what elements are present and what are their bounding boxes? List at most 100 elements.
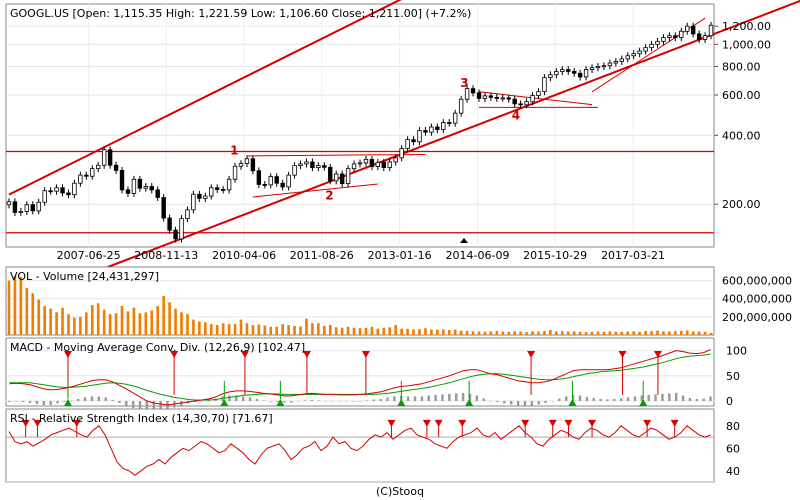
macd-histogram-bar — [248, 397, 252, 401]
volume-bar — [90, 305, 94, 335]
macd-histogram-bar — [351, 400, 355, 402]
macd-histogram-bar — [633, 396, 637, 401]
volume-bar — [465, 330, 469, 335]
macd-histogram-bar — [276, 400, 279, 402]
macd-histogram-bar — [640, 395, 644, 401]
candle-body — [238, 163, 244, 167]
candle-body — [696, 33, 702, 40]
macd-histogram-bar — [606, 399, 609, 401]
macd-histogram-bar — [104, 397, 107, 401]
candle-body — [179, 218, 184, 240]
candle-body — [488, 95, 494, 98]
candle-body — [203, 195, 208, 199]
candle-body — [256, 170, 262, 185]
macd-histogram-bar — [28, 400, 32, 403]
candle-body — [351, 163, 357, 170]
candle-body — [286, 174, 291, 188]
candle-body — [423, 130, 428, 133]
price-y-tick-label: 600.00 — [722, 89, 761, 102]
macd-histogram-bar — [296, 400, 300, 402]
volume-bar — [626, 331, 630, 335]
volume-bar — [162, 296, 165, 335]
candle-body — [262, 184, 268, 186]
volume-bar — [501, 331, 505, 335]
macd-histogram-bar — [76, 398, 80, 401]
volume-bar — [132, 307, 136, 335]
macd-histogram-bar — [63, 400, 66, 402]
macd-signals — [63, 351, 662, 406]
volume-bar — [489, 331, 493, 335]
buy-signal-icon — [63, 399, 72, 406]
candle-body — [560, 69, 565, 72]
candle-body — [369, 158, 375, 167]
volume-bar — [584, 332, 588, 335]
candle-body — [280, 182, 285, 188]
candle-body — [554, 71, 559, 76]
macd-histogram-bar — [647, 394, 650, 401]
volume-bar — [102, 309, 106, 335]
pattern-label: 2 — [325, 188, 333, 202]
price-x-tick-label: 2013-01-16 — [368, 249, 432, 262]
candle-body — [702, 35, 708, 40]
volume-bar — [709, 332, 713, 335]
macd-histogram-bar — [393, 396, 396, 401]
pattern-label: 1 — [230, 143, 238, 157]
volume-bar — [55, 312, 58, 335]
macd-histogram-bar — [90, 396, 94, 401]
volume-bar — [317, 323, 320, 335]
volume-bar — [495, 330, 499, 335]
buy-signal-icon — [568, 399, 577, 406]
rsi-overbought-icon — [33, 419, 42, 427]
macd-histogram-bar — [510, 400, 513, 405]
pattern-label: 4 — [512, 108, 520, 122]
candle-body — [690, 25, 696, 35]
candle-body — [119, 170, 125, 191]
candle-body — [655, 40, 660, 45]
candle-body — [345, 168, 351, 185]
macd-histogram-bar — [565, 396, 568, 401]
candle-body — [387, 161, 392, 169]
macd-histogram-bar — [159, 400, 162, 411]
volume-bar — [572, 331, 576, 335]
candle-body — [649, 43, 654, 49]
candle-body — [125, 189, 131, 194]
macd-histogram-bar — [8, 400, 11, 402]
candle-body — [54, 187, 59, 192]
chart-title: GOOGL.US [Open: 1,115.35 High: 1,221.59 … — [10, 7, 471, 20]
price-y-axis: 200.00 400.00 600.00 800.00 1,000.00 1,200.00 — [714, 20, 771, 211]
candle-body — [571, 71, 577, 74]
volume-bar — [263, 325, 267, 335]
volume-bar — [602, 331, 606, 335]
candle-body — [72, 182, 77, 196]
rsi-line-path — [8, 425, 712, 476]
volume-bar — [186, 314, 189, 335]
candle-body — [607, 62, 613, 67]
candle-body — [500, 97, 505, 100]
price-x-tick-label: 2007-06-25 — [57, 249, 121, 262]
macd-title: MACD - Moving Average Conv. Div. (12,26,… — [10, 341, 305, 354]
buy-signal-icon — [220, 399, 229, 406]
candle-body — [244, 158, 250, 164]
macd-histogram-bar — [523, 400, 527, 406]
volume-bar — [311, 323, 314, 335]
rsi-overbought-icon — [670, 419, 679, 427]
candle-body — [482, 95, 488, 99]
macd-histogram-bar — [585, 396, 589, 401]
candle-body — [447, 122, 452, 124]
volume-bar — [114, 313, 118, 335]
price-y-tick-label: 1,200.00 — [722, 20, 771, 33]
macd-histogram-bar — [269, 400, 272, 402]
macd-histogram-bar — [365, 400, 369, 401]
macd-histogram-bar — [386, 397, 389, 401]
macd-histogram-bar — [317, 400, 320, 401]
candle-body — [708, 24, 714, 37]
macd-histogram-bar — [709, 396, 712, 401]
candle-body — [470, 88, 476, 94]
macd-histogram-bar — [661, 393, 664, 401]
volume-bar — [150, 310, 154, 335]
macd-histogram-bar — [310, 399, 314, 401]
volume-bar — [388, 327, 392, 335]
volume-bar — [656, 330, 659, 335]
macd-histogram-bar — [241, 396, 245, 401]
volume-bar — [358, 328, 362, 335]
